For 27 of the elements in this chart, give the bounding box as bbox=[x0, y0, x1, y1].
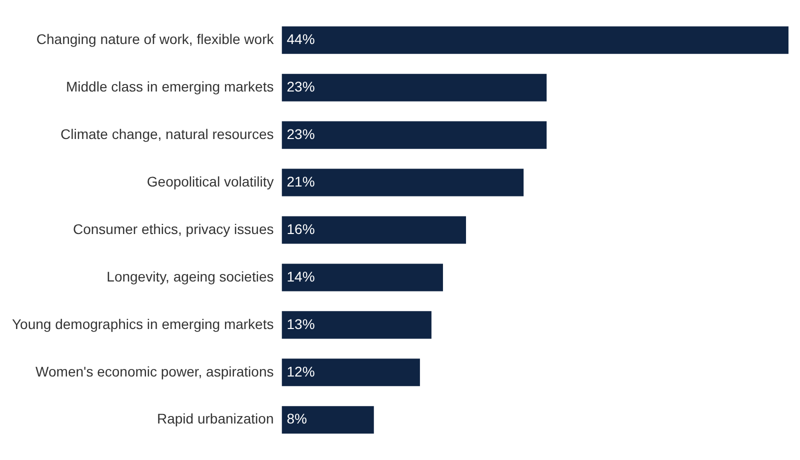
data-label: 23% bbox=[286, 126, 315, 142]
data-label: 14% bbox=[286, 268, 315, 284]
data-label: 23% bbox=[286, 78, 315, 94]
bar bbox=[282, 121, 547, 149]
data-label: 21% bbox=[286, 173, 315, 190]
bar bbox=[282, 26, 788, 54]
bar bbox=[282, 74, 547, 102]
bar bbox=[282, 264, 443, 292]
bar bbox=[282, 311, 432, 339]
y-tick-label: Women's economic power, aspirations bbox=[36, 363, 274, 380]
data-label: 16% bbox=[286, 220, 315, 237]
data-label: 8% bbox=[286, 410, 307, 427]
bar bbox=[282, 216, 466, 244]
y-tick-label: Rapid urbanization bbox=[156, 410, 274, 427]
bar bbox=[282, 168, 524, 196]
y-tick-label: Consumer ethics, privacy issues bbox=[72, 220, 274, 237]
data-label: 13% bbox=[286, 316, 315, 332]
bar bbox=[282, 358, 420, 386]
data-label: 44% bbox=[286, 30, 315, 47]
y-tick-label: Longevity, ageing societies bbox=[106, 268, 274, 284]
bar bbox=[282, 406, 374, 434]
data-label: 12% bbox=[286, 363, 315, 380]
y-tick-label: Geopolitical volatility bbox=[146, 173, 274, 190]
y-tick-label: Middle class in emerging markets bbox=[66, 78, 274, 94]
y-tick-label: Climate change, natural resources bbox=[60, 126, 274, 142]
y-tick-label: Young demographics in emerging markets bbox=[12, 316, 274, 332]
y-tick-label: Changing nature of work, flexible work bbox=[36, 30, 275, 47]
